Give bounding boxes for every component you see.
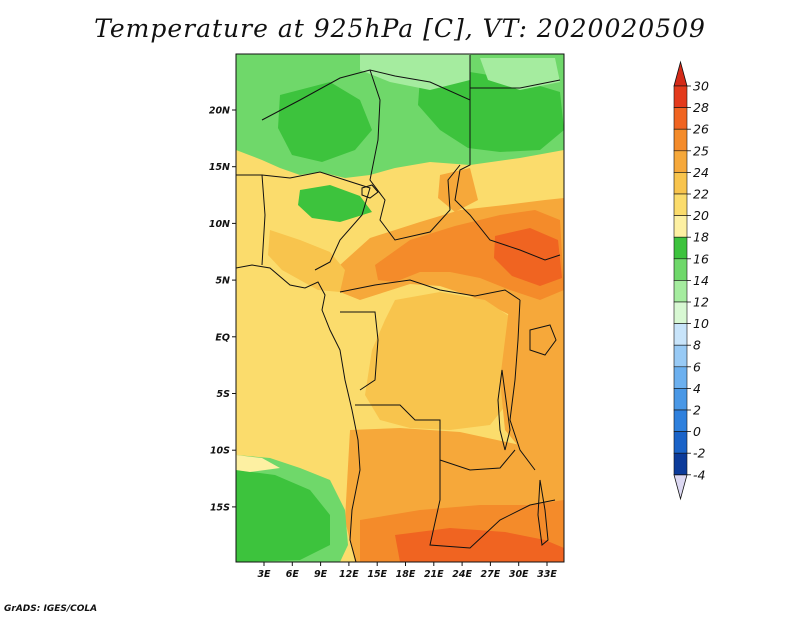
colorbar-swatch [673,150,688,173]
gulf-warm [268,230,345,292]
colorbar-label: 2 [693,403,701,418]
lon-tick-label: 27E [481,569,501,580]
colorbar-swatch [673,215,688,238]
lat-tick-label: EQ [215,332,230,343]
lon-tick-label: 9E [314,569,328,580]
lon-tick-label: 12E [339,569,359,580]
colorbar-label: -4 [693,467,706,482]
colorbar-bottom-triangle [673,474,688,501]
colorbar-swatch [673,323,688,346]
map-frame [235,53,565,563]
colorbar-label: 0 [693,424,701,439]
map-title: Temperature at 925hPa [C], VT: 202002050… [94,14,706,43]
colorbar-label: -2 [693,446,706,461]
colorbar-label: 22 [693,187,709,202]
lon-tick-label: 15E [367,569,387,580]
colorbar-swatch [673,409,688,432]
congo-basin [365,292,520,430]
lon-tick-label: 33E [537,569,557,580]
lon-tick-label: 6E [286,569,300,580]
colorbar-label: 28 [693,100,709,115]
colorbar-swatch [673,128,688,152]
lat-tick-label: 10S [210,446,230,457]
lake-tanganyika [497,369,511,451]
border-sahel [261,55,471,121]
green-dark-north-1 [278,82,372,162]
border-angola-zambia [429,460,556,549]
colorbar-label: 25 [693,143,709,158]
lake-chad [361,184,379,199]
colorbar-swatch [673,107,688,130]
lat-tick-label: 15N [209,162,230,173]
lon-tick-label: 18E [396,569,416,580]
lat-tick-label: 5N [215,276,230,287]
colorbar-swatch [673,344,688,368]
border-ne [470,79,561,89]
temperature-field [236,54,564,562]
longitude-axis: 3E 6E 9E 12E 15E 18E 21E 24E 27E 30E 33E [257,562,557,580]
border-nigeria [261,171,371,271]
green-light-ne [480,58,560,90]
border-east [509,299,536,471]
colorbar-swatch [673,172,688,195]
border-west-sahel [236,174,266,266]
border-congo [340,311,379,391]
latitude-axis: 20N 15N 10N 5N EQ 5S 10S 15S [209,106,236,513]
warm-northeast [438,168,478,212]
colorbar-label: 30 [693,79,709,94]
lat-tick-label: 10N [209,219,230,230]
colorbar-swatch [673,366,688,389]
colorbar-label: 16 [693,251,709,266]
colorbar-top-triangle [673,60,688,87]
coastline-west-africa [236,264,361,562]
colorbar-label: 14 [693,273,709,288]
lon-tick-label: 30E [509,569,529,580]
border-drc-south [355,404,516,471]
atlantic-pale [236,455,280,472]
colorbar-swatch [673,280,688,303]
colorbar-label: 10 [693,316,709,331]
south-hottest [395,528,564,562]
grads-credit: GrADS: IGES/COLA [4,604,98,614]
lat-tick-label: 15S [210,502,230,513]
green-dark-north-2 [418,72,564,152]
lake-malawi [537,479,549,546]
green-light-north [360,54,470,90]
colorbar-label: 12 [693,295,709,310]
border-sudan [454,100,561,261]
colorbar-label: 20 [693,208,709,223]
colorbar-label: 6 [693,359,701,374]
lon-tick-label: 24E [452,569,472,580]
colorbar-swatch [673,193,688,216]
east-warm [500,300,564,470]
colorbar-swatch [673,85,688,108]
borders [236,55,561,562]
border-chad [369,69,461,241]
colorbar-swatch [673,301,688,324]
colorbar-swatch [673,431,688,454]
green-dark-west [298,185,372,222]
border-car [339,279,521,301]
colorbar-swatch [673,452,688,476]
colorbar-swatch [673,236,688,260]
lon-tick-label: 3E [257,569,271,580]
atlantic-mild [236,265,350,475]
hottest-band [494,228,562,286]
colorbar-label: 18 [693,230,709,245]
lon-tick-label: 21E [424,569,444,580]
lat-tick-label: 5S [217,389,231,400]
colorbar-swatch [673,258,688,281]
atlantic-coolest [236,470,330,562]
colorbar-label: 4 [693,381,701,396]
lake-victoria [529,324,557,356]
colorbar-label: 26 [693,122,709,137]
colorbar-label: 8 [693,338,701,353]
lat-tick-label: 20N [209,106,230,117]
colorbar-label: 24 [693,165,709,180]
colorbar-swatch [673,388,688,411]
